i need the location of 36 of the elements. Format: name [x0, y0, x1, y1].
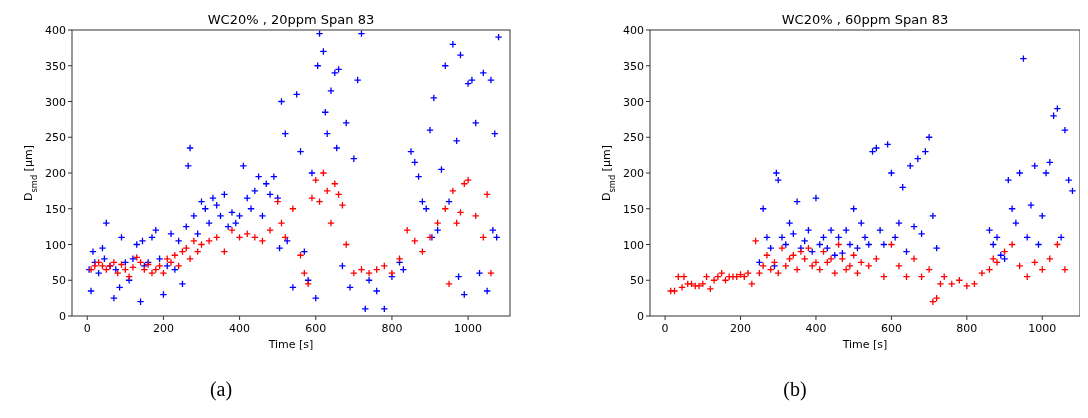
chart-title: WC20% , 20ppm Span 83: [207, 12, 375, 27]
x-tick-label: 400: [805, 322, 827, 335]
text: (a): [209, 378, 233, 401]
text: (b): [783, 378, 807, 401]
x-tick-label: 400: [229, 322, 251, 335]
x-tick-label: 200: [730, 322, 752, 335]
y-tick-label: 150: [623, 202, 644, 216]
x-tick-label: 600: [305, 322, 327, 335]
y-tick-label: 150: [45, 202, 66, 216]
y-tick-label: 50: [630, 274, 644, 288]
y-tick-label: 300: [45, 95, 66, 109]
x-tick-label: 800: [381, 322, 403, 335]
y-tick-label: 250: [45, 131, 66, 145]
x-tick-label: 0: [661, 322, 669, 335]
chart-title: WC20% , 60ppm Span 83: [781, 12, 949, 27]
x-tick-label: 1000: [454, 322, 483, 335]
y-tick-label: 100: [623, 238, 644, 252]
x-tick-label: 1000: [1028, 322, 1057, 335]
x-tick-label: 600: [880, 322, 902, 335]
y-tick-label: 100: [45, 238, 66, 252]
y-tick-label: 350: [45, 59, 66, 73]
y-tick-label: 0: [637, 310, 644, 323]
y-tick-label: 350: [623, 59, 644, 73]
x-tick-label: 200: [152, 322, 174, 335]
y-tick-label: 300: [623, 95, 644, 109]
y-tick-label: 200: [45, 167, 66, 180]
y-tick-label: 400: [45, 24, 66, 37]
x-tick-label: 0: [83, 322, 91, 335]
y-tick-label: 400: [623, 24, 644, 37]
y-tick-label: 0: [59, 310, 66, 323]
x-axis-title: Time [s]: [841, 338, 888, 351]
y-tick-label: 50: [52, 274, 66, 288]
y-tick-label: 250: [623, 131, 644, 145]
x-axis-title: Time [s]: [267, 338, 314, 351]
y-tick-label: 200: [623, 167, 644, 180]
x-tick-label: 800: [956, 322, 978, 335]
